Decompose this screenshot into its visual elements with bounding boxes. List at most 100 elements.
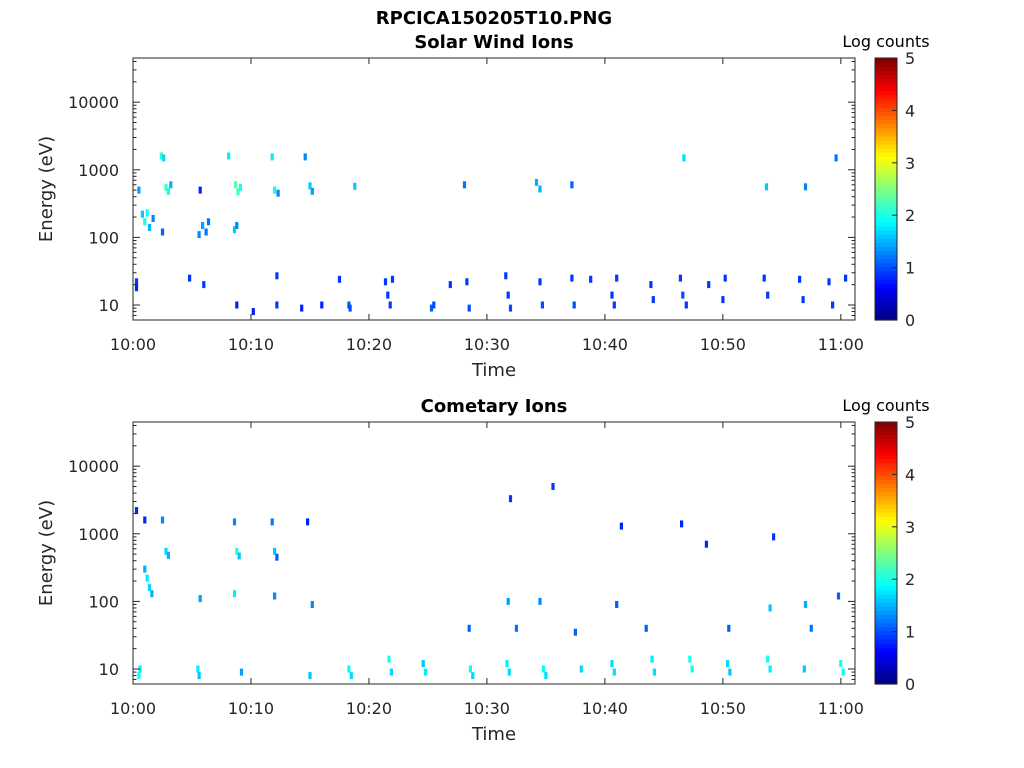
colorbar-swatch <box>875 78 897 84</box>
heatmap-cell <box>652 668 656 676</box>
heatmap-cell <box>508 495 513 503</box>
colorbar-tick-label: 1 <box>905 259 915 278</box>
heatmap-cell <box>802 665 806 673</box>
colorbar-tick-label: 0 <box>905 675 915 694</box>
colorbar-swatch <box>875 507 897 513</box>
heatmap-cell <box>448 281 452 289</box>
colorbar-swatch <box>875 430 897 435</box>
axis-ticks: 10:00 10:10 10:20 10:30 10:40 10:50 11:00 10 100… <box>68 58 864 354</box>
heatmap-cell <box>619 522 623 530</box>
heatmap-cell <box>429 304 434 312</box>
colorbar-swatch <box>875 454 897 460</box>
heatmap-cell <box>803 183 808 191</box>
colorbar-swatch <box>875 671 897 677</box>
heatmap-cell <box>160 516 165 524</box>
heatmap-cell <box>570 274 574 282</box>
x-tick-label: 10:20 <box>346 699 392 718</box>
heatmap-cell <box>150 590 154 598</box>
heatmap-cell <box>169 181 173 189</box>
heatmap-cell <box>612 668 616 676</box>
heatmap-cell <box>270 153 274 161</box>
heatmap-cell <box>688 655 692 663</box>
heatmap-cell <box>206 218 211 226</box>
heatmap-cell <box>239 668 244 676</box>
colorbar-swatch <box>875 205 897 211</box>
x-axis-label: Time <box>471 360 516 381</box>
colorbar-tick-label: 2 <box>905 206 915 225</box>
colorbar-frame <box>874 57 898 321</box>
colorbar-tick-label: 2 <box>905 570 915 589</box>
colorbar-swatch <box>875 283 897 288</box>
colorbar-swatch <box>875 74 897 80</box>
colorbar-swatch <box>875 86 897 92</box>
heatmap-cell <box>678 274 682 282</box>
heatmap-cell <box>505 660 509 668</box>
colorbar-swatch <box>875 201 897 206</box>
colorbar-swatch <box>875 164 897 170</box>
heatmap-cell <box>306 518 310 526</box>
colorbar-tick-label: 4 <box>905 101 915 120</box>
heatmap-cell <box>198 186 202 194</box>
heatmap-cell <box>573 628 577 636</box>
colorbar-swatch <box>875 503 897 509</box>
colorbar-swatch <box>875 279 897 284</box>
heatmap-cell <box>707 281 711 289</box>
heatmap-cell <box>140 210 144 218</box>
colorbar-swatch <box>875 540 897 546</box>
heatmap-cell <box>232 518 237 526</box>
x-tick-label: 10:20 <box>346 335 392 354</box>
colorbar-swatch <box>875 532 897 538</box>
heatmap-cell <box>728 668 732 676</box>
colorbar-swatch <box>875 598 897 603</box>
heatmap-cell <box>680 520 684 528</box>
colorbar-tick-label: 0 <box>905 311 915 330</box>
colorbar-swatch <box>875 643 897 648</box>
colorbar-swatch <box>875 569 897 575</box>
heatmap-cell <box>551 483 555 490</box>
heatmap-cell <box>188 274 192 282</box>
colorbar-swatch <box>875 577 897 583</box>
colorbar-swatch <box>875 291 897 297</box>
colorbar-swatch <box>875 66 897 71</box>
heatmap-cell <box>841 668 845 676</box>
heatmap-cell <box>723 274 727 282</box>
heatmap-cell <box>164 547 168 555</box>
heatmap-cell <box>134 507 139 515</box>
heatmap-cell <box>690 665 694 673</box>
heatmap-cell <box>803 601 808 608</box>
colorbar-swatch <box>875 553 897 558</box>
colorbar-swatch <box>875 458 897 464</box>
heatmap-cell <box>612 301 616 309</box>
heatmap-cell <box>390 275 395 283</box>
heatmap-cell <box>197 231 201 239</box>
colorbar-swatch <box>875 450 897 456</box>
colorbar-swatch <box>875 229 897 235</box>
x-tick-label: 10:10 <box>228 335 274 354</box>
heatmap-cell <box>310 187 314 195</box>
colorbar-swatch <box>875 479 897 484</box>
heatmap-cell <box>388 301 392 309</box>
heatmap-cell <box>766 291 770 299</box>
heatmap-cell <box>831 301 835 309</box>
heatmap-cell <box>589 275 593 283</box>
x-tick-label: 10:00 <box>110 335 156 354</box>
heatmap-cell <box>160 228 165 236</box>
heatmap-cell <box>504 272 508 280</box>
colorbar-swatch <box>875 610 897 615</box>
heatmap-cell <box>809 624 813 632</box>
heatmap-cell <box>465 278 469 286</box>
heatmap-cell <box>273 186 277 194</box>
colorbar-tick-label: 4 <box>905 465 915 484</box>
colorbar-swatch <box>875 184 897 190</box>
colorbar-swatch <box>875 107 897 112</box>
heatmap-cell <box>145 574 149 582</box>
colorbar-swatch <box>875 209 897 215</box>
colorbar-swatch <box>875 675 897 681</box>
colorbar-swatch <box>875 135 897 141</box>
colorbar-swatch <box>875 234 897 239</box>
figure-title: RPCICA150205T10.PNG <box>376 8 612 29</box>
heatmap-cell <box>383 278 388 286</box>
colorbar-tick-label: 3 <box>905 154 915 173</box>
heatmap-cell <box>137 186 141 194</box>
colorbar-swatch <box>875 573 897 579</box>
